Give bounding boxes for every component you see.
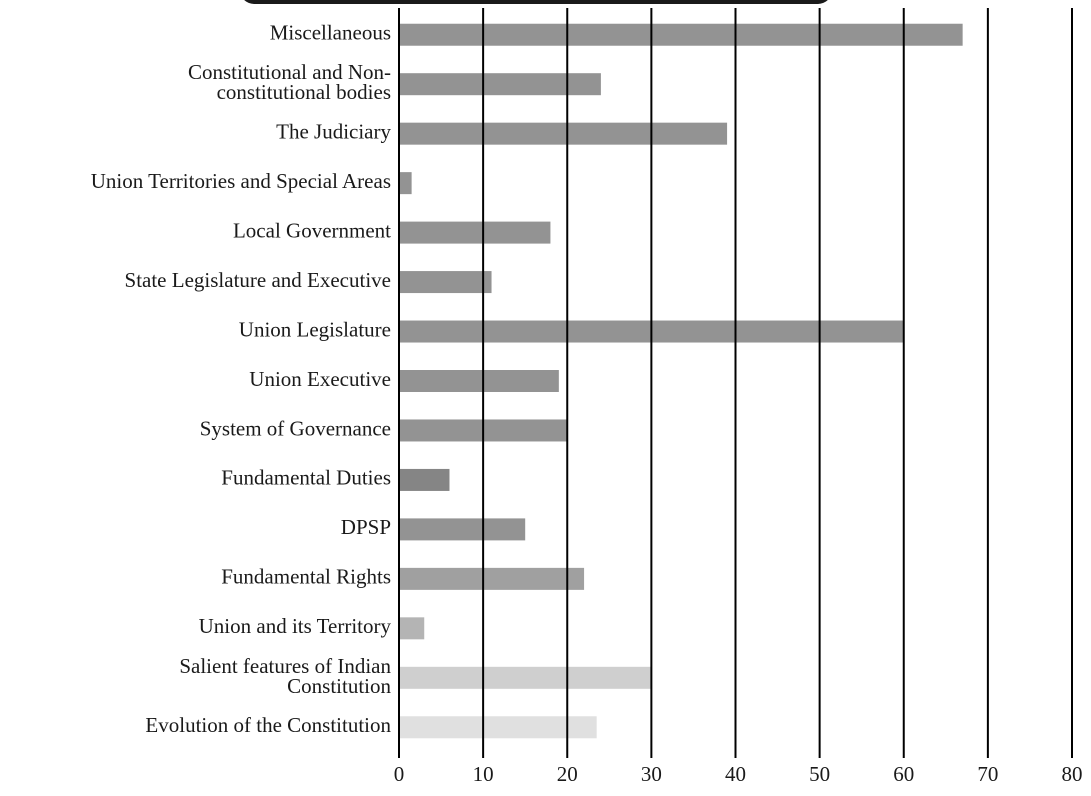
- y-tick-label: Fundamental Rights: [221, 565, 391, 589]
- x-tick-label: 60: [893, 762, 914, 786]
- bar: [399, 716, 597, 739]
- y-tick-label: State Legislature and Executive: [125, 268, 391, 292]
- y-tick-label: Local Government: [233, 218, 391, 242]
- x-tick-label: 0: [394, 762, 405, 786]
- y-tick-label: Union Territories and Special Areas: [91, 169, 391, 193]
- x-tick-label: 20: [557, 762, 578, 786]
- bar: [399, 23, 963, 46]
- bar: [399, 172, 412, 195]
- y-tick-label: Union Executive: [249, 367, 391, 391]
- y-tick-label: Evolution of the Constitution: [145, 713, 391, 737]
- x-tick-label: 80: [1062, 762, 1083, 786]
- bar: [399, 518, 526, 541]
- x-tick-label: 40: [725, 762, 746, 786]
- x-tick-label: 50: [809, 762, 830, 786]
- y-tick-label: DPSP: [341, 515, 391, 539]
- title-box: [244, 0, 828, 4]
- x-tick-label: 10: [473, 762, 494, 786]
- x-tick-label: 30: [641, 762, 662, 786]
- x-tick-label: 70: [977, 762, 998, 786]
- y-tick-label: The Judiciary: [276, 119, 391, 143]
- bar: [399, 468, 450, 491]
- y-tick-label: Constitutional and Non-constitutional bo…: [188, 60, 391, 104]
- bar: [399, 567, 585, 590]
- bar: [399, 271, 492, 294]
- bar: [399, 617, 425, 640]
- y-tick-label: Miscellaneous: [270, 21, 391, 45]
- bar: [399, 221, 551, 244]
- bar: [399, 122, 728, 145]
- y-tick-label: Fundamental Duties: [221, 466, 391, 490]
- bar: [399, 370, 559, 392]
- y-tick-label: System of Governance: [200, 416, 391, 440]
- bar: [399, 73, 601, 96]
- y-tick-label: Salient features of Indian Constitution: [179, 654, 391, 698]
- bar: [399, 666, 652, 689]
- y-tick-label: Union and its Territory: [199, 614, 392, 638]
- y-tick-label: Union Legislature: [239, 317, 391, 341]
